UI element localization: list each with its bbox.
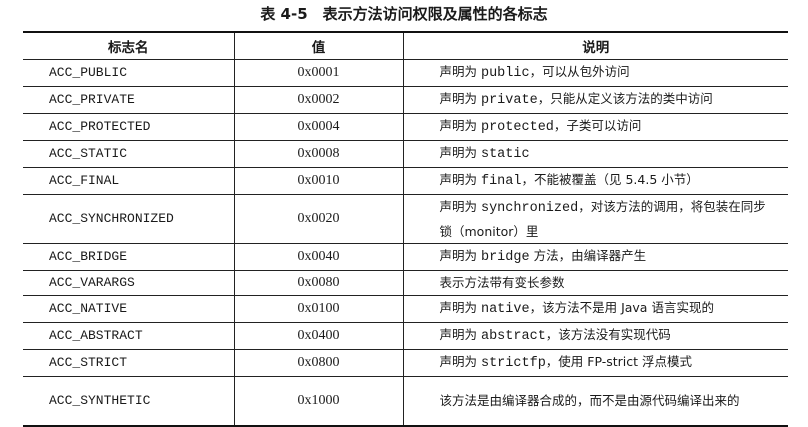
code-keyword: public: [480, 66, 530, 81]
flag-name: ACC_ABSTRACT: [23, 322, 234, 350]
flag-name: ACC_SYNCHRONIZED: [23, 194, 234, 244]
flag-name: ACC_FINAL: [23, 167, 234, 195]
table-row: ACC_STATIC 0x0008 声明为 static: [23, 140, 788, 168]
description-text: 声明为: [439, 354, 481, 369]
flag-description: 该方法是由编译器合成的，而不是由源代码编译出来的: [402, 376, 788, 426]
table-row: ACC_BRIDGE 0x0040 声明为 bridge 方法，由编译器产生: [23, 243, 788, 271]
flag-description: 声明为 synchronized，对该方法的调用，将包装在同步锁（monitor…: [402, 194, 788, 244]
flag-value: 0x0400: [233, 322, 403, 350]
description-text: 声明为: [439, 248, 481, 263]
flag-value: 0x1000: [233, 376, 403, 426]
description-text: 声明为: [439, 327, 481, 342]
table-row: ACC_SYNTHETIC 0x1000 该方法是由编译器合成的，而不是由源代码编译…: [23, 376, 788, 426]
flag-value: 0x0080: [233, 270, 403, 296]
code-keyword: strictfp: [480, 356, 546, 371]
flag-value: 0x0004: [233, 113, 403, 141]
description-text: ，该方法不是用 Java 语言实现的: [529, 300, 714, 315]
code-keyword: abstract: [480, 329, 546, 344]
table-row: ACC_VARARGS 0x0080 表示方法带有变长参数: [23, 270, 788, 296]
description-text: 声明为: [439, 64, 481, 79]
flag-value: 0x0001: [233, 59, 403, 87]
description-text: ，使用 FP-strict 浮点模式: [545, 354, 693, 369]
flag-description: 声明为 abstract，该方法没有实现代码: [402, 322, 788, 350]
flag-value: 0x0008: [233, 140, 403, 168]
flag-value: 0x0002: [233, 86, 403, 114]
description-text: 声明为: [439, 172, 481, 187]
description-text: ，子类可以访问: [553, 118, 642, 133]
code-keyword: synchronized: [480, 201, 579, 216]
description-text: 表示方法带有变长参数: [439, 275, 565, 290]
header-value: 值: [233, 32, 403, 60]
description-text: 声明为: [439, 199, 481, 214]
flag-value: 0x0040: [233, 243, 403, 271]
table-row: ACC_PRIVATE 0x0002 声明为 private，只能从定义该方法的类中…: [23, 86, 788, 114]
flag-name: ACC_STATIC: [23, 140, 234, 168]
table-row: ACC_PROTECTED 0x0004 声明为 protected，子类可以访问: [23, 113, 788, 141]
description-text: ，该方法没有实现代码: [545, 327, 671, 342]
description-text: 声明为: [439, 118, 481, 133]
description-text: 声明为: [439, 300, 481, 315]
flag-name: ACC_NATIVE: [23, 295, 234, 323]
flag-description: 声明为 strictfp，使用 FP-strict 浮点模式: [402, 349, 788, 377]
code-keyword: protected: [480, 120, 554, 135]
header-description: 说明: [402, 32, 788, 60]
description-text: 该方法是由编译器合成的，而不是由源代码编译出来的: [439, 393, 740, 409]
header-row: 标志名 值 说明: [23, 32, 788, 60]
code-keyword: final: [480, 174, 522, 189]
description-text: ，不能被覆盖（见 5.4.5 小节）: [521, 172, 699, 187]
flag-name: ACC_PUBLIC: [23, 59, 234, 87]
flag-description: 声明为 final，不能被覆盖（见 5.4.5 小节）: [402, 167, 788, 195]
flag-value: 0x0800: [233, 349, 403, 377]
table-caption: 表 4-5 表示方法访问权限及属性的各标志: [260, 5, 548, 23]
description-text: ，对该方法的调用，将包装在同步锁（monitor）里: [439, 199, 766, 239]
flag-name: ACC_PRIVATE: [23, 86, 234, 114]
code-keyword: private: [480, 93, 538, 108]
flag-name: ACC_SYNTHETIC: [49, 392, 151, 408]
flag-name: ACC_STRICT: [23, 349, 234, 377]
code-keyword: bridge: [480, 250, 530, 265]
flag-name: ACC_VARARGS: [23, 270, 234, 296]
flag-description: 声明为 private，只能从定义该方法的类中访问: [402, 86, 788, 114]
description-text: 声明为: [439, 91, 481, 106]
flag-description: 表示方法带有变长参数: [402, 270, 788, 296]
table-row: ACC_STRICT 0x0800 声明为 strictfp，使用 FP-stric…: [23, 349, 788, 377]
code-keyword: static: [480, 147, 530, 162]
table-row: ACC_PUBLIC 0x0001 声明为 public，可以从包外访问: [23, 59, 788, 87]
description-text: ，可以从包外访问: [529, 64, 630, 79]
flag-description: 声明为 static: [402, 140, 788, 168]
table-row: ACC_ABSTRACT 0x0400 声明为 abstract，该方法没有实现代码: [23, 322, 788, 350]
table-row: ACC_SYNCHRONIZED 0x0020 声明为 synchronized，对…: [23, 194, 788, 244]
flag-value: 0x0100: [233, 295, 403, 323]
flag-name: ACC_PROTECTED: [23, 113, 234, 141]
description-text: 声明为: [439, 145, 481, 160]
flag-description: 声明为 protected，子类可以访问: [402, 113, 788, 141]
description-text: ，只能从定义该方法的类中访问: [537, 91, 713, 106]
method-access-flags-table: 标志名 值 说明 ACC_PUBLIC 0x0001 声明为 public，可以从包…: [23, 31, 788, 427]
flag-value: 0x0020: [233, 194, 403, 244]
code-keyword: native: [480, 302, 530, 317]
table-row: ACC_NATIVE 0x0100 声明为 native，该方法不是用 Java 语…: [23, 295, 788, 323]
flag-value: 0x0010: [233, 167, 403, 195]
table-row: ACC_FINAL 0x0010 声明为 final，不能被覆盖（见 5.4.5 小…: [23, 167, 788, 195]
description-text: 方法，由编译器产生: [529, 248, 647, 263]
flag-description: 声明为 native，该方法不是用 Java 语言实现的: [402, 295, 788, 323]
flag-description: 声明为 bridge 方法，由编译器产生: [402, 243, 788, 271]
flag-name: ACC_BRIDGE: [23, 243, 234, 271]
header-flag-name: 标志名: [23, 32, 234, 60]
flag-description: 声明为 public，可以从包外访问: [402, 59, 788, 87]
